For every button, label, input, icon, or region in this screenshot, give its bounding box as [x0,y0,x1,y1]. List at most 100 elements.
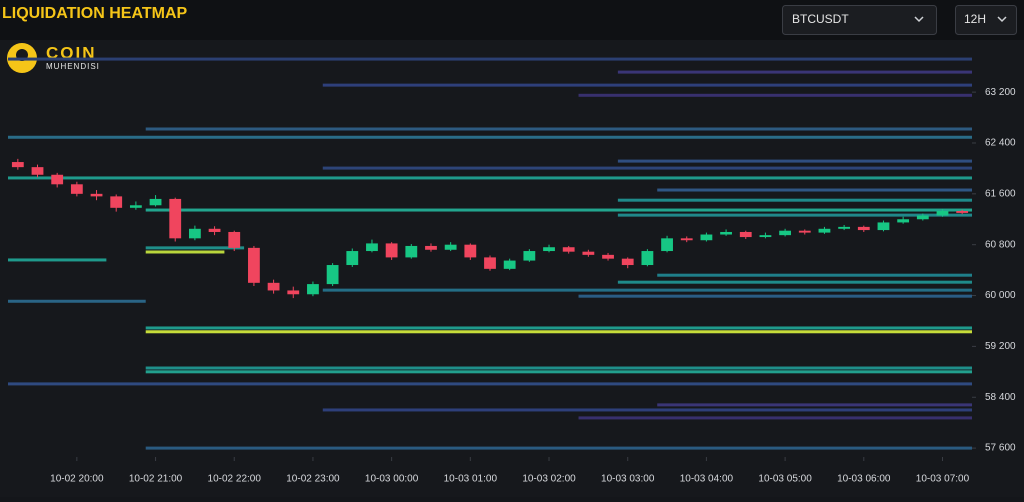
heat-level [617,70,972,74]
chevron [914,16,924,23]
candle-body [444,244,457,250]
candle-body [425,245,437,250]
heat-level [617,213,972,217]
select-box[interactable] [782,5,937,35]
candle-body [897,219,910,223]
heat-level [8,382,972,386]
candle-body [641,251,654,266]
y-tick-label: 58 400 [985,392,1016,403]
x-tick-label: 10-03 06:00 [837,474,891,485]
candle-body [562,247,575,252]
x-tick-label: 10-03 04:00 [680,474,734,485]
heat-level [657,273,972,277]
candle-body [739,231,752,238]
heat-level [145,446,972,450]
x-tick-label: 10-02 23:00 [286,474,340,485]
y-tick-label: 59 200 [985,341,1016,352]
chevron [997,16,1007,23]
candle-body [307,284,319,295]
heat-level [657,188,972,192]
y-tick-label: 60 000 [985,290,1016,301]
candle-body [70,184,83,194]
x-tick-label: 10-03 01:00 [444,474,498,485]
heat-level [657,403,972,407]
chart-title: LIQUIDATION HEATMAP [2,5,188,22]
candle-body [956,210,969,213]
heat-level [322,288,972,292]
candle-body [51,174,64,185]
candle-body [405,245,418,258]
heat-level [322,166,972,170]
candle-body [326,265,339,285]
candle-body [759,235,772,238]
select-value: BTCUSDT [792,12,849,26]
heat-level [322,408,972,412]
heat-level [617,198,972,202]
candle-body [188,228,201,239]
select-value: 12H [964,12,986,26]
candle-body [31,167,44,175]
candle-body [129,205,142,208]
candle-body [916,215,929,220]
candle-body [818,228,831,233]
candle-body [385,243,398,258]
candle-body [523,251,536,261]
heat-level [578,416,972,420]
x-tick-label: 10-03 05:00 [758,474,812,485]
heat-level [145,250,225,254]
x-tick-label: 10-02 20:00 [50,474,104,485]
candle-body [857,226,870,231]
heat-level [8,135,972,139]
x-tick-label: 10-03 03:00 [601,474,655,485]
candle-body [936,210,949,216]
candle-body [149,198,162,206]
candle-body [11,162,24,168]
symbol-select[interactable]: BTCUSDT [782,5,937,35]
candle-body [366,243,378,252]
heat-level [8,176,972,180]
logo-sub: MUHENDISI [46,62,100,71]
candle-body [582,251,595,255]
heat-level [145,246,245,250]
candle-body [464,244,477,258]
candle-body [110,196,123,208]
candle-body [661,238,673,252]
x-tick-label: 10-02 22:00 [208,474,262,485]
heat-level [145,370,972,374]
interval-select[interactable]: 12H [955,5,1017,35]
candle-body [838,226,851,229]
candle-body [228,231,241,248]
candle-body [877,222,890,231]
heat-level [145,326,972,330]
heat-level [322,83,972,87]
heat-level [617,159,972,163]
heat-level [145,366,972,370]
candle-body [621,258,634,266]
candle-body [90,193,103,197]
candle-body [346,251,359,266]
x-tick-label: 10-03 02:00 [522,474,576,485]
candle-body [779,230,792,236]
heat-level [578,93,972,97]
candle-body [798,230,811,233]
y-tick-label: 60 800 [985,239,1016,250]
candle-body [267,282,280,291]
candle-body [680,238,693,241]
plot: 57 600 58 400 59 200 60 000 60 800 61 600 62 4… [8,57,1016,485]
y-tick-label: 62 400 [985,138,1016,149]
heat-level [145,208,972,212]
y-tick-label: 63 200 [985,87,1016,98]
heat-level [617,280,972,284]
x-tick-label: 10-03 07:00 [916,474,970,485]
candle-body [208,228,221,232]
candle-body [248,247,260,283]
select-box[interactable] [955,5,1017,35]
candle-body [503,260,516,269]
candle-body [543,247,555,252]
heat-level [8,299,146,303]
candle-body [720,231,732,235]
x-tick-label: 10-02 21:00 [129,474,183,485]
y-tick-label: 61 600 [985,188,1016,199]
y-tick-label: 57 600 [985,443,1016,454]
